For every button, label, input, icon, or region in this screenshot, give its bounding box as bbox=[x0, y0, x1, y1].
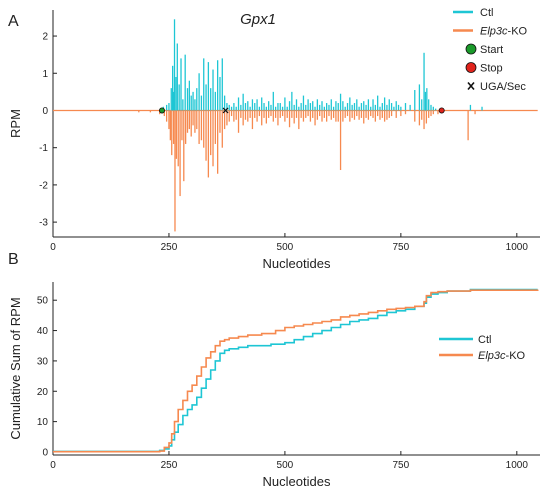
legend-a-swatch-uga bbox=[467, 81, 475, 91]
a-x-tick-label: 250 bbox=[161, 242, 178, 253]
legend-a-label-stop: Stop bbox=[480, 63, 503, 75]
panel-label-b: B bbox=[8, 251, 19, 268]
b-y-tick-label: 30 bbox=[37, 356, 49, 367]
legend-a-label-start: Start bbox=[480, 44, 503, 56]
cumulative-line-ko bbox=[53, 289, 539, 453]
b-x-axis-label: Nucleotides bbox=[263, 474, 331, 489]
legend-a-swatch-start bbox=[465, 43, 477, 55]
b-x-tick-label: 1000 bbox=[506, 460, 529, 471]
a-y-tick-label: 2 bbox=[42, 32, 48, 43]
a-y-tick-label: 0 bbox=[42, 106, 48, 117]
legend-b-label-ko: Elp3c-KO bbox=[478, 350, 526, 362]
marker-stop bbox=[438, 107, 445, 114]
cumulative-rpm-chart: 0 250 500 750 1000 0 10 20 30 40 50 Nucleotides Cumu… bbox=[8, 282, 540, 489]
a-y-tick-label: 1 bbox=[42, 69, 48, 80]
legend-a-label-ko: Elp3c-KO bbox=[480, 26, 528, 38]
a-x-tick-label: 0 bbox=[50, 242, 56, 253]
b-y-tick-label: 40 bbox=[37, 326, 49, 337]
rpm-profile-chart: 0 250 500 750 1000 -3 -2 -1 0 1 2 Nucleotides RPM Gpx… bbox=[8, 7, 540, 271]
a-y-tick-label: -2 bbox=[39, 180, 48, 191]
marker-uga-sec bbox=[222, 107, 229, 114]
a-y-tick-label: -1 bbox=[39, 143, 48, 154]
b-y-tick-label: 20 bbox=[37, 387, 49, 398]
legend-a-label-ctl: Ctl bbox=[480, 7, 493, 19]
series-ctl bbox=[160, 19, 483, 111]
legend-a-swatch-stop bbox=[465, 62, 477, 73]
b-y-axis-label: Cumulative Sum of RPM bbox=[8, 297, 23, 439]
marker-start bbox=[158, 107, 165, 114]
legend-b: Ctl Elp3c-KO bbox=[439, 334, 526, 362]
b-x-tick-label: 250 bbox=[161, 460, 178, 471]
a-y-tick-label: -3 bbox=[39, 218, 48, 229]
b-x-tick-label: 750 bbox=[393, 460, 410, 471]
a-x-tick-label: 500 bbox=[277, 242, 294, 253]
a-x-tick-label: 1000 bbox=[506, 242, 529, 253]
legend-b-label-ctl: Ctl bbox=[478, 334, 491, 346]
b-y-tick-label: 0 bbox=[42, 447, 48, 458]
legend-a-label-uga: UGA/Sec bbox=[480, 81, 526, 93]
panel-label-a: A bbox=[8, 13, 19, 30]
b-x-tick-label: 500 bbox=[277, 460, 294, 471]
legend-a: Ctl Elp3c-KO Start Stop UGA/Sec bbox=[453, 7, 528, 93]
b-y-tick-label: 10 bbox=[37, 417, 49, 428]
a-y-axis-label: RPM bbox=[8, 109, 23, 138]
cumulative-line-ctl bbox=[53, 288, 538, 453]
b-y-tick-label: 50 bbox=[37, 296, 49, 307]
b-x-tick-label: 0 bbox=[50, 460, 56, 471]
a-x-axis-label: Nucleotides bbox=[263, 256, 331, 271]
a-x-tick-label: 750 bbox=[393, 242, 410, 253]
series-ko bbox=[138, 110, 476, 232]
chart-title: Gpx1 bbox=[240, 11, 276, 28]
